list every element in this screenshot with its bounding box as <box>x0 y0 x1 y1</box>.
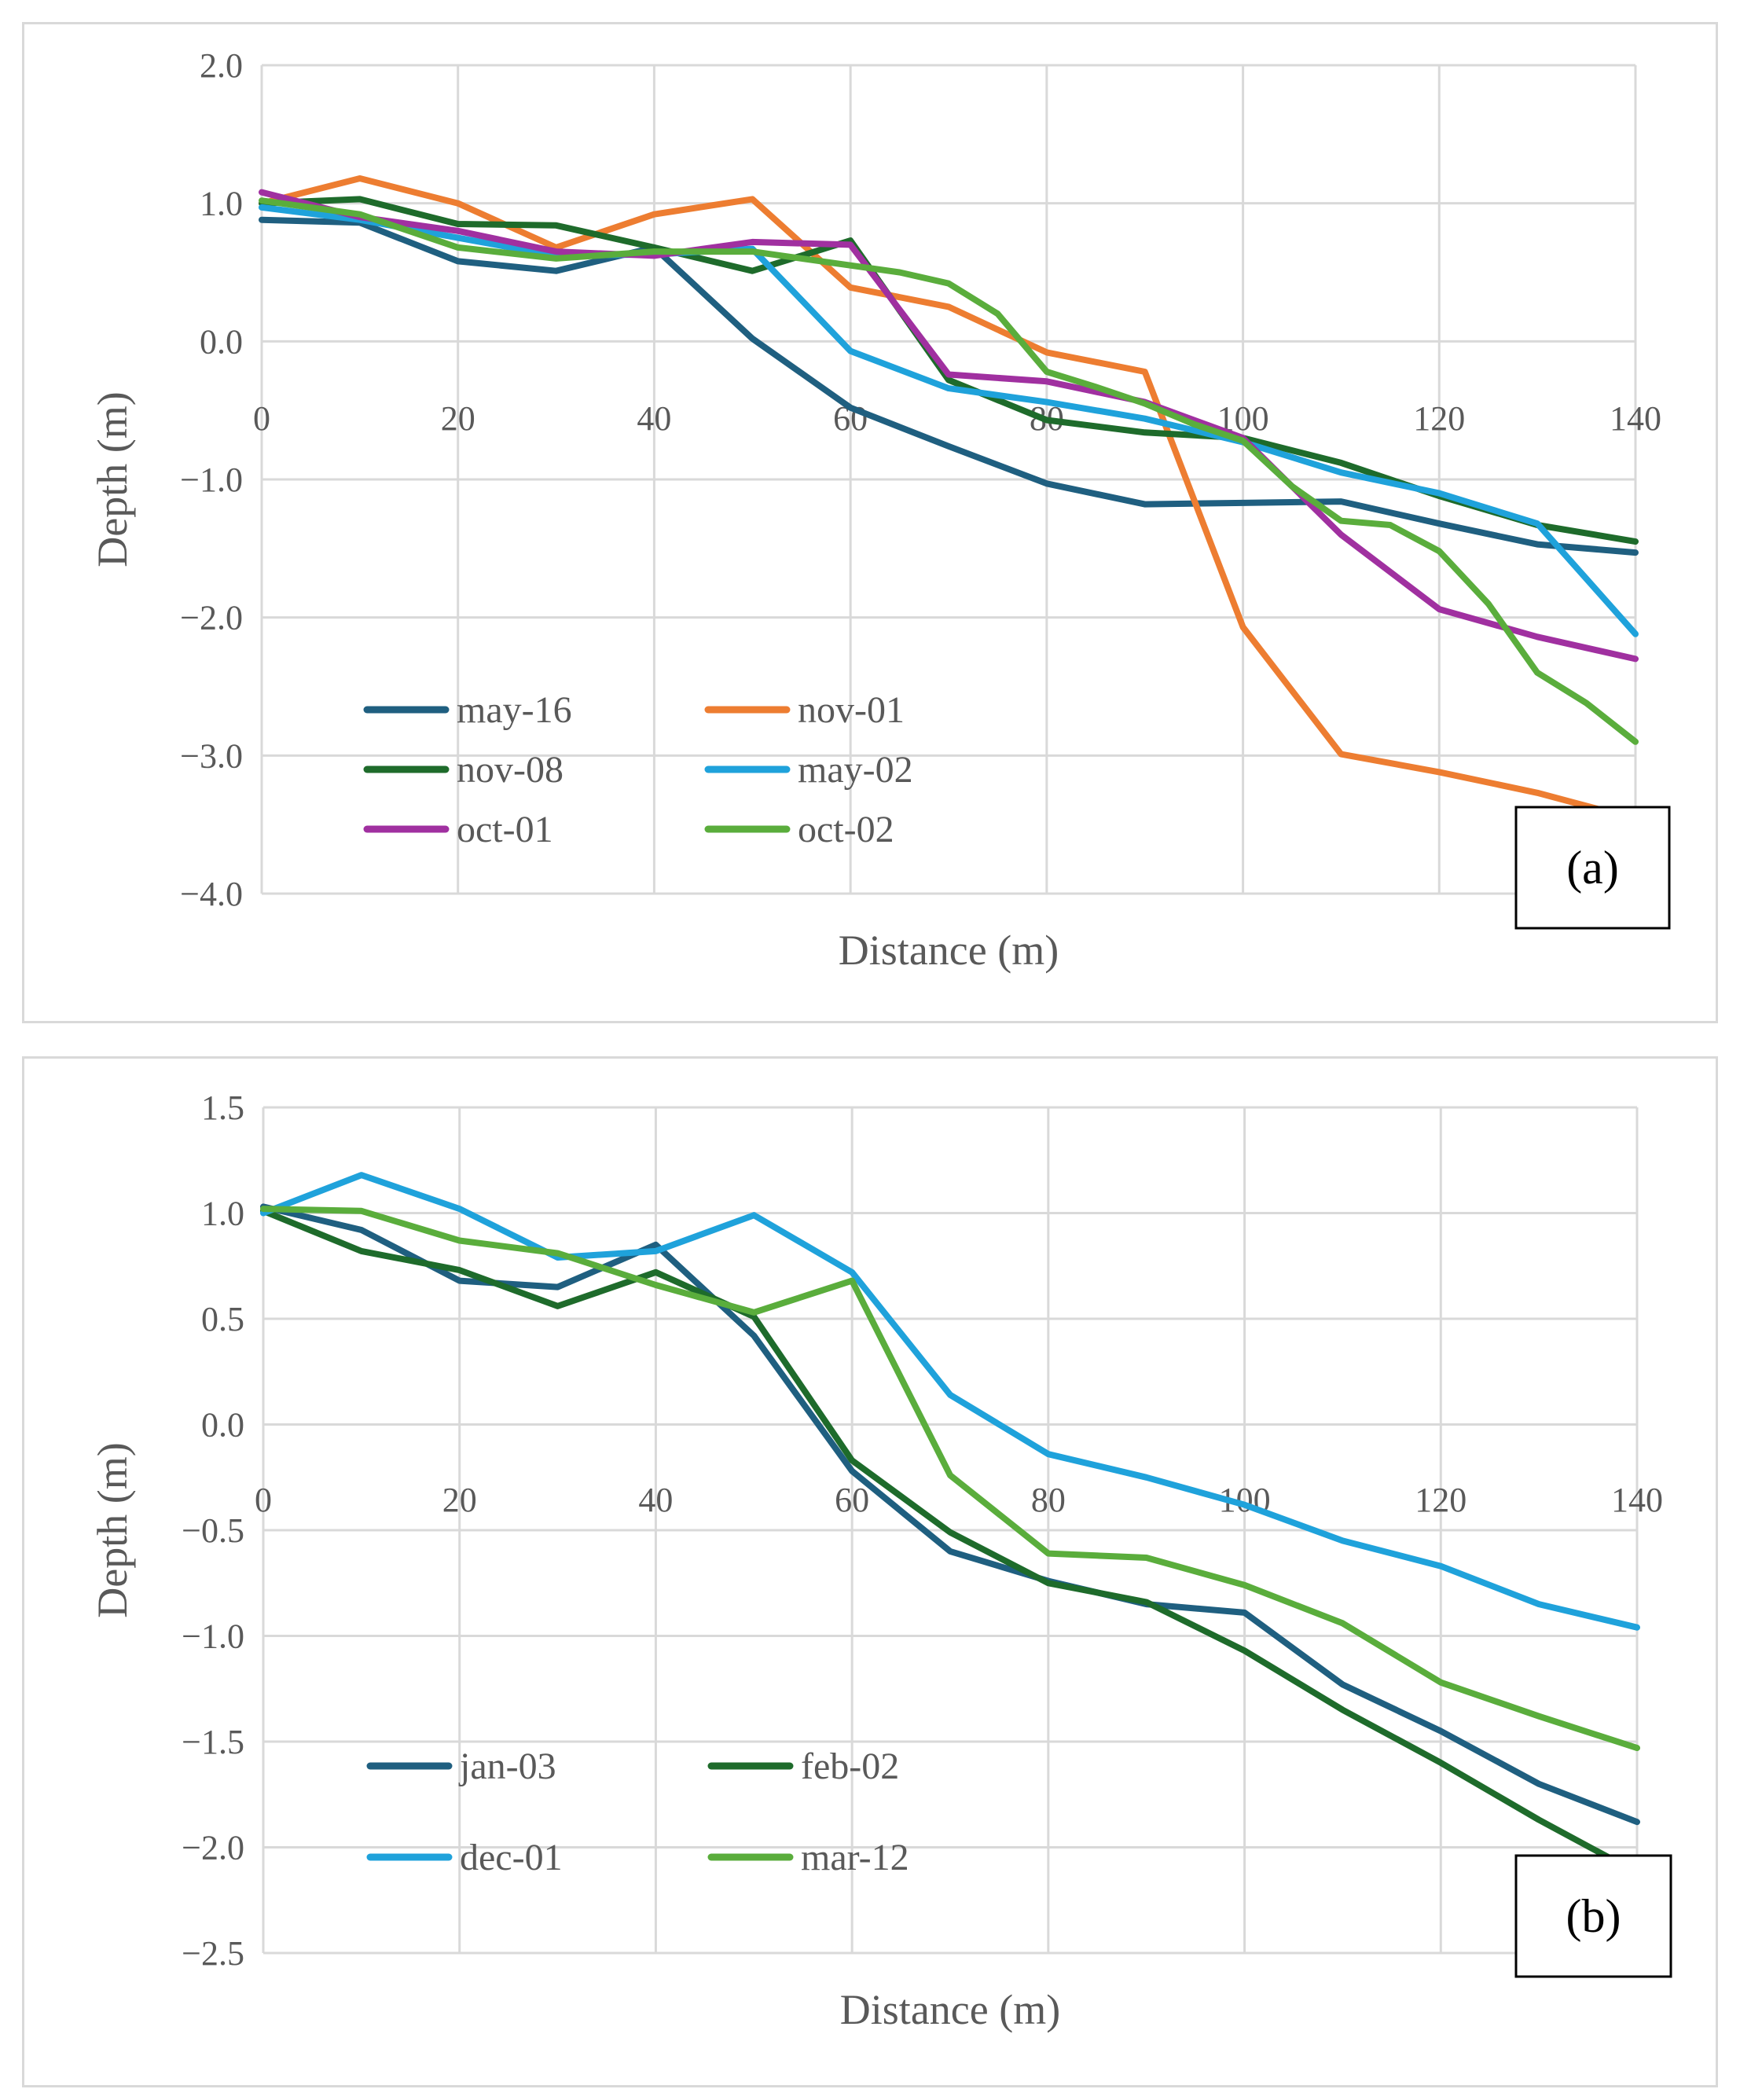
y-tick-label: −3.0 <box>180 736 243 775</box>
panel-label: (b) <box>1566 1890 1621 1942</box>
panel-label: (a) <box>1566 842 1619 894</box>
x-tick-label: 0 <box>255 1481 272 1519</box>
y-tick-label: 2.0 <box>200 46 243 85</box>
chart-b-svg: 1.5 1.0 0.5 0.0 −0.5 −1.0 −1.5 −2.0 −2.5 0 20 40 60 8… <box>89 1089 1672 2033</box>
panel-label-box <box>1514 1854 1672 1978</box>
series-line-feb-02 <box>260 1207 1640 1876</box>
x-tick-label: 0 <box>253 399 270 438</box>
y-tick-label: −4.0 <box>180 875 243 913</box>
series-line-oct-02 <box>259 197 1639 745</box>
legend-label-nov-01: nov-01 <box>798 689 905 731</box>
legend-label-mar-12: mar-12 <box>801 1837 909 1878</box>
y-tick-label: 0.5 <box>201 1300 244 1338</box>
chart-panel-b: 1.5 1.0 0.5 0.0 −0.5 −1.0 −1.5 −2.0 −2.5 0 20 40 60 8… <box>22 1056 1718 2087</box>
y-tick-label: −0.5 <box>182 1511 244 1550</box>
x-tick-label: 140 <box>1610 399 1661 438</box>
x-tick-label: 120 <box>1413 399 1465 438</box>
series-line-mar-12 <box>260 1206 1640 1752</box>
y-axis-title: Depth (m) <box>89 1442 136 1617</box>
y-tick-label: 1.5 <box>201 1089 244 1127</box>
y-tick-label: −2.0 <box>182 1829 244 1867</box>
x-tick-label: 140 <box>1611 1481 1663 1519</box>
x-tick-label: 120 <box>1415 1481 1467 1519</box>
legend-label-may-16: may-16 <box>457 689 572 731</box>
x-tick-label: 80 <box>1031 1481 1066 1519</box>
x-tick-label: 40 <box>637 399 671 438</box>
legend-label-oct-01: oct-01 <box>457 809 553 850</box>
series-line-dec-01 <box>260 1172 1640 1631</box>
x-axis-title: Distance (m) <box>840 1986 1060 2033</box>
y-tick-label: 1.0 <box>201 1195 244 1233</box>
y-tick-label: −1.5 <box>182 1723 244 1761</box>
y-tick-label: 0.0 <box>201 1406 244 1445</box>
y-tick-label: −1.0 <box>180 461 243 499</box>
legend-label-may-02: may-02 <box>798 749 913 791</box>
legend-label-jan-03: jan-03 <box>458 1746 556 1787</box>
x-tick-label: 20 <box>441 399 475 438</box>
x-tick-label: 60 <box>835 1481 869 1519</box>
legend-label-dec-01: dec-01 <box>460 1837 563 1878</box>
y-tick-label: 0.0 <box>200 322 243 361</box>
x-tick-label: 20 <box>442 1481 477 1519</box>
x-axis-title: Distance (m) <box>839 927 1059 974</box>
series-line-may-16 <box>259 216 1639 556</box>
chart-panel-a: 2.0 1.0 0.0 −1.0 −2.0 −3.0 −4.0 0 20 40 60 80 100 120… <box>22 22 1718 1023</box>
y-tick-label: −1.0 <box>182 1617 244 1656</box>
series-line-oct-01 <box>259 189 1639 663</box>
x-tick-label: 40 <box>638 1481 673 1519</box>
y-tick-label: −2.5 <box>182 1934 244 1973</box>
legend-label-oct-02: oct-02 <box>798 809 894 850</box>
legend-label-nov-08: nov-08 <box>457 749 563 791</box>
y-axis-title: Depth (m) <box>89 391 136 567</box>
chart-a-svg: 2.01.00.0−1.0−2.0−3.0−4.00 20 40 60 80 100 120… <box>89 46 1671 974</box>
y-tick-label: 1.0 <box>200 185 243 223</box>
series-line-may-02 <box>259 204 1639 637</box>
legend-label-feb-02: feb-02 <box>801 1746 899 1787</box>
y-tick-label: −2.0 <box>180 599 243 637</box>
series-line-nov-01 <box>259 175 1639 823</box>
panel-label-box <box>1514 806 1671 930</box>
